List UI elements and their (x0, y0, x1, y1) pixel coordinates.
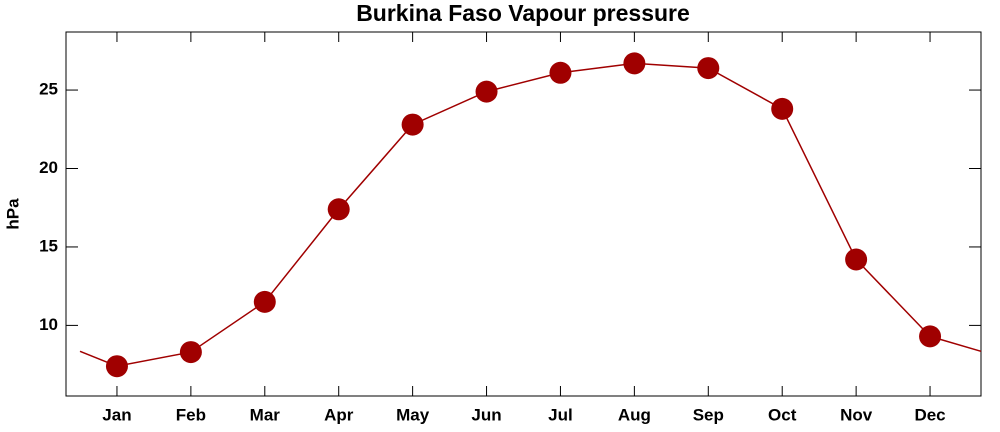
marker (253, 290, 276, 313)
marker (105, 355, 128, 378)
y-tick-label: 15 (39, 236, 58, 255)
line (116, 62, 931, 367)
x-tick-label: May (396, 405, 430, 424)
marker (623, 52, 646, 75)
y-tick-label: 25 (39, 80, 58, 99)
x-tick-label: Oct (768, 405, 797, 424)
x-tick-label: Mar (250, 405, 281, 424)
marker (179, 341, 202, 364)
marker (697, 57, 720, 80)
x-tick-label: Jan (102, 405, 131, 424)
marker (327, 198, 350, 221)
y-axis-label: hPa (3, 198, 22, 230)
marker (919, 325, 942, 348)
chart-title: Burkina Faso Vapour pressure (356, 0, 690, 26)
y-tick-label: 20 (39, 158, 58, 177)
x-tick-label: Jul (548, 405, 573, 424)
plot-frame (65, 31, 982, 397)
x-tick-label: Jun (471, 405, 501, 424)
y-tick-label: 10 (39, 315, 58, 334)
marker (845, 248, 868, 271)
marker (549, 61, 572, 84)
x-tick-label: Dec (914, 405, 945, 424)
x-tick-label: Nov (840, 405, 873, 424)
marker (401, 113, 424, 136)
x-tick-label: Aug (618, 405, 651, 424)
x-tick-label: Sep (693, 405, 724, 424)
marker (475, 80, 498, 103)
marker (771, 97, 794, 120)
x-tick-label: Apr (324, 405, 354, 424)
x-tick-label: Feb (176, 405, 206, 424)
